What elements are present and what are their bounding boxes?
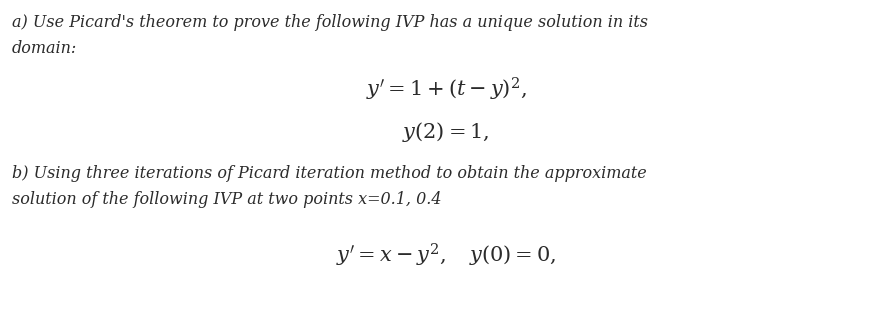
Text: solution of the following IVP at two points x=0.1, 0.4: solution of the following IVP at two poi… [12,191,441,208]
Text: b) Using three iterations of Picard iteration method to obtain the approximate: b) Using three iterations of Picard iter… [12,165,647,182]
Text: domain:: domain: [12,40,78,57]
Text: $y' = 1 + (t - y)^2,$: $y' = 1 + (t - y)^2,$ [365,76,526,103]
Text: $y(2) = 1,$: $y(2) = 1,$ [402,120,489,144]
Text: $y'  =  x - y^2, \quad y(0)  =  0,$: $y' = x - y^2, \quad y(0) = 0,$ [336,242,556,269]
Text: a) Use Picard's theorem to prove the following IVP has a unique solution in its: a) Use Picard's theorem to prove the fol… [12,14,648,31]
